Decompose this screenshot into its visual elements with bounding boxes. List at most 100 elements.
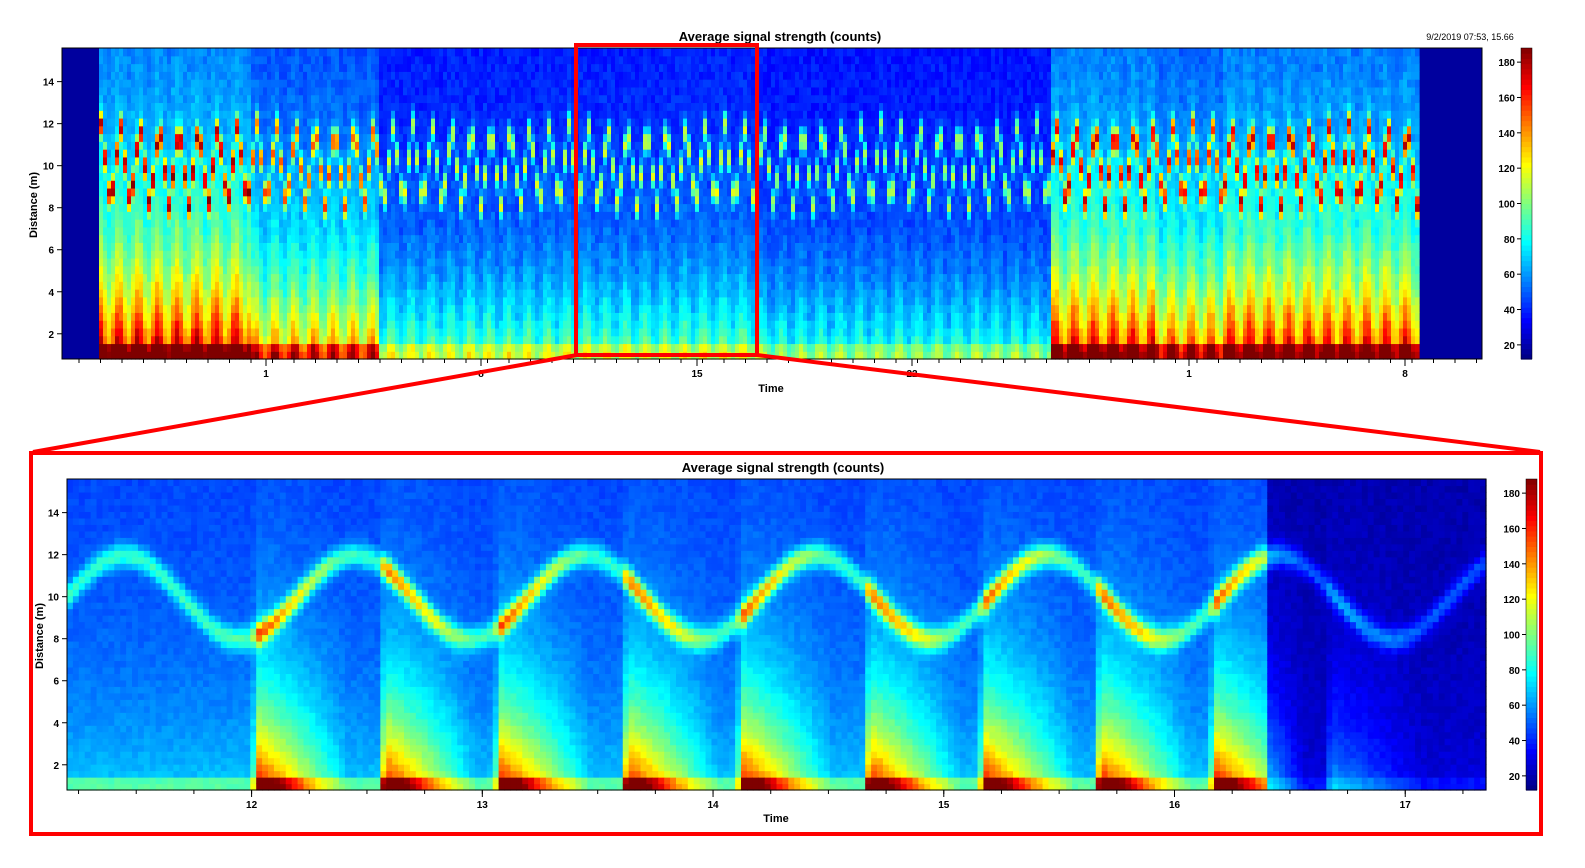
top-heatmap-cell bbox=[431, 273, 436, 281]
top-heatmap-cell bbox=[171, 141, 176, 149]
top-heatmap-cell bbox=[167, 56, 172, 64]
top-heatmap-cell bbox=[399, 196, 404, 204]
top-heatmap-cell bbox=[351, 312, 356, 320]
top-heatmap-cell bbox=[335, 95, 340, 103]
top-heatmap-cell bbox=[427, 95, 432, 103]
top-heatmap-cell bbox=[495, 95, 500, 103]
top-heatmap-cell bbox=[427, 320, 432, 328]
top-heatmap-cell bbox=[535, 79, 540, 87]
top-heatmap-cell bbox=[487, 64, 492, 72]
top-heatmap-cell bbox=[531, 149, 536, 157]
top-heatmap-cell bbox=[323, 250, 328, 258]
top-heatmap-cell bbox=[443, 328, 448, 336]
top-heatmap-cell bbox=[195, 297, 200, 305]
top-heatmap-cell bbox=[383, 141, 388, 149]
top-heatmap-cell bbox=[491, 196, 496, 204]
top-heatmap-cell bbox=[271, 95, 276, 103]
top-heatmap-cell bbox=[583, 134, 588, 142]
top-heatmap-cell bbox=[347, 305, 352, 313]
top-heatmap-cell bbox=[471, 118, 476, 126]
top-heatmap-cell bbox=[227, 141, 232, 149]
top-heatmap-cell bbox=[227, 165, 232, 173]
top-heatmap-cell bbox=[219, 188, 224, 196]
top-heatmap-cell bbox=[211, 188, 216, 196]
top-heatmap-cell bbox=[387, 235, 392, 243]
top-heatmap-cell bbox=[255, 343, 260, 351]
top-heatmap-cell bbox=[263, 71, 268, 79]
top-heatmap-cell bbox=[171, 71, 176, 79]
top-heatmap-cell bbox=[159, 227, 164, 235]
top-heatmap-cell bbox=[427, 312, 432, 320]
top-heatmap-cell bbox=[399, 110, 404, 118]
top-heatmap-cell bbox=[147, 211, 152, 219]
top-heatmap-cell bbox=[371, 266, 376, 274]
top-heatmap-cell bbox=[395, 227, 400, 235]
top-heatmap-cell bbox=[415, 266, 420, 274]
top-heatmap-cell bbox=[155, 351, 160, 359]
top-heatmap-cell bbox=[587, 336, 592, 344]
top-heatmap-cell bbox=[419, 235, 424, 243]
top-heatmap-cell bbox=[247, 219, 252, 227]
top-heatmap-cell bbox=[543, 118, 548, 126]
top-heatmap-cell bbox=[303, 149, 308, 157]
top-heatmap-cell bbox=[223, 157, 228, 165]
top-heatmap-cell bbox=[439, 196, 444, 204]
top-heatmap-cell bbox=[251, 297, 256, 305]
top-heatmap-cell bbox=[399, 273, 404, 281]
top-heatmap-cell bbox=[391, 188, 396, 196]
top-heatmap-cell bbox=[191, 172, 196, 180]
top-heatmap-cell bbox=[171, 64, 176, 72]
top-heatmap-cell bbox=[159, 266, 164, 274]
top-heatmap-cell bbox=[271, 336, 276, 344]
top-heatmap-cell bbox=[447, 102, 452, 110]
top-heatmap-cell bbox=[327, 134, 332, 142]
top-heatmap-cell bbox=[219, 102, 224, 110]
top-heatmap-cell bbox=[559, 126, 564, 134]
top-heatmap-cell bbox=[475, 227, 480, 235]
top-heatmap-cell bbox=[331, 141, 336, 149]
top-heatmap-cell bbox=[407, 71, 412, 79]
top-heatmap-cell bbox=[383, 95, 388, 103]
top-heatmap-cell bbox=[583, 102, 588, 110]
top-heatmap-cell bbox=[351, 87, 356, 95]
top-heatmap-cell bbox=[559, 258, 564, 266]
top-heatmap-cell bbox=[483, 328, 488, 336]
top-heatmap-cell bbox=[291, 328, 296, 336]
top-heatmap-cell bbox=[319, 289, 324, 297]
top-heatmap-cell bbox=[271, 343, 276, 351]
top-heatmap-cell bbox=[567, 56, 572, 64]
top-heatmap-cell bbox=[391, 266, 396, 274]
top-heatmap-cell bbox=[191, 320, 196, 328]
top-heatmap-cell bbox=[431, 281, 436, 289]
top-heatmap-cell bbox=[223, 126, 228, 134]
top-heatmap-cell bbox=[291, 242, 296, 250]
top-heatmap-cell bbox=[555, 87, 560, 95]
top-heatmap-cell bbox=[335, 281, 340, 289]
top-heatmap-cell bbox=[175, 227, 180, 235]
top-heatmap-cell bbox=[535, 219, 540, 227]
top-heatmap-cell bbox=[363, 320, 368, 328]
top-heatmap-cell bbox=[399, 250, 404, 258]
top-heatmap-cell bbox=[159, 281, 164, 289]
top-heatmap-cell bbox=[435, 328, 440, 336]
top-heatmap-cell bbox=[467, 196, 472, 204]
top-heatmap-cell bbox=[267, 188, 272, 196]
top-heatmap-cell bbox=[115, 56, 120, 64]
top-heatmap-cell bbox=[211, 141, 216, 149]
top-heatmap-cell bbox=[343, 110, 348, 118]
top-heatmap-cell bbox=[127, 204, 132, 212]
top-heatmap-cell bbox=[147, 157, 152, 165]
top-heatmap-cell bbox=[555, 297, 560, 305]
top-heatmap-cell bbox=[323, 141, 328, 149]
top-heatmap-cell bbox=[531, 250, 536, 258]
top-heatmap-cell bbox=[383, 157, 388, 165]
top-heatmap-cell bbox=[427, 64, 432, 72]
top-heatmap-cell bbox=[291, 219, 296, 227]
top-heatmap-cell bbox=[411, 118, 416, 126]
top-heatmap-cell bbox=[427, 250, 432, 258]
top-heatmap-cell bbox=[479, 126, 484, 134]
top-heatmap-cell bbox=[127, 211, 132, 219]
top-heatmap-cell bbox=[139, 110, 144, 118]
top-heatmap-cell bbox=[231, 250, 236, 258]
top-heatmap-cell bbox=[307, 250, 312, 258]
